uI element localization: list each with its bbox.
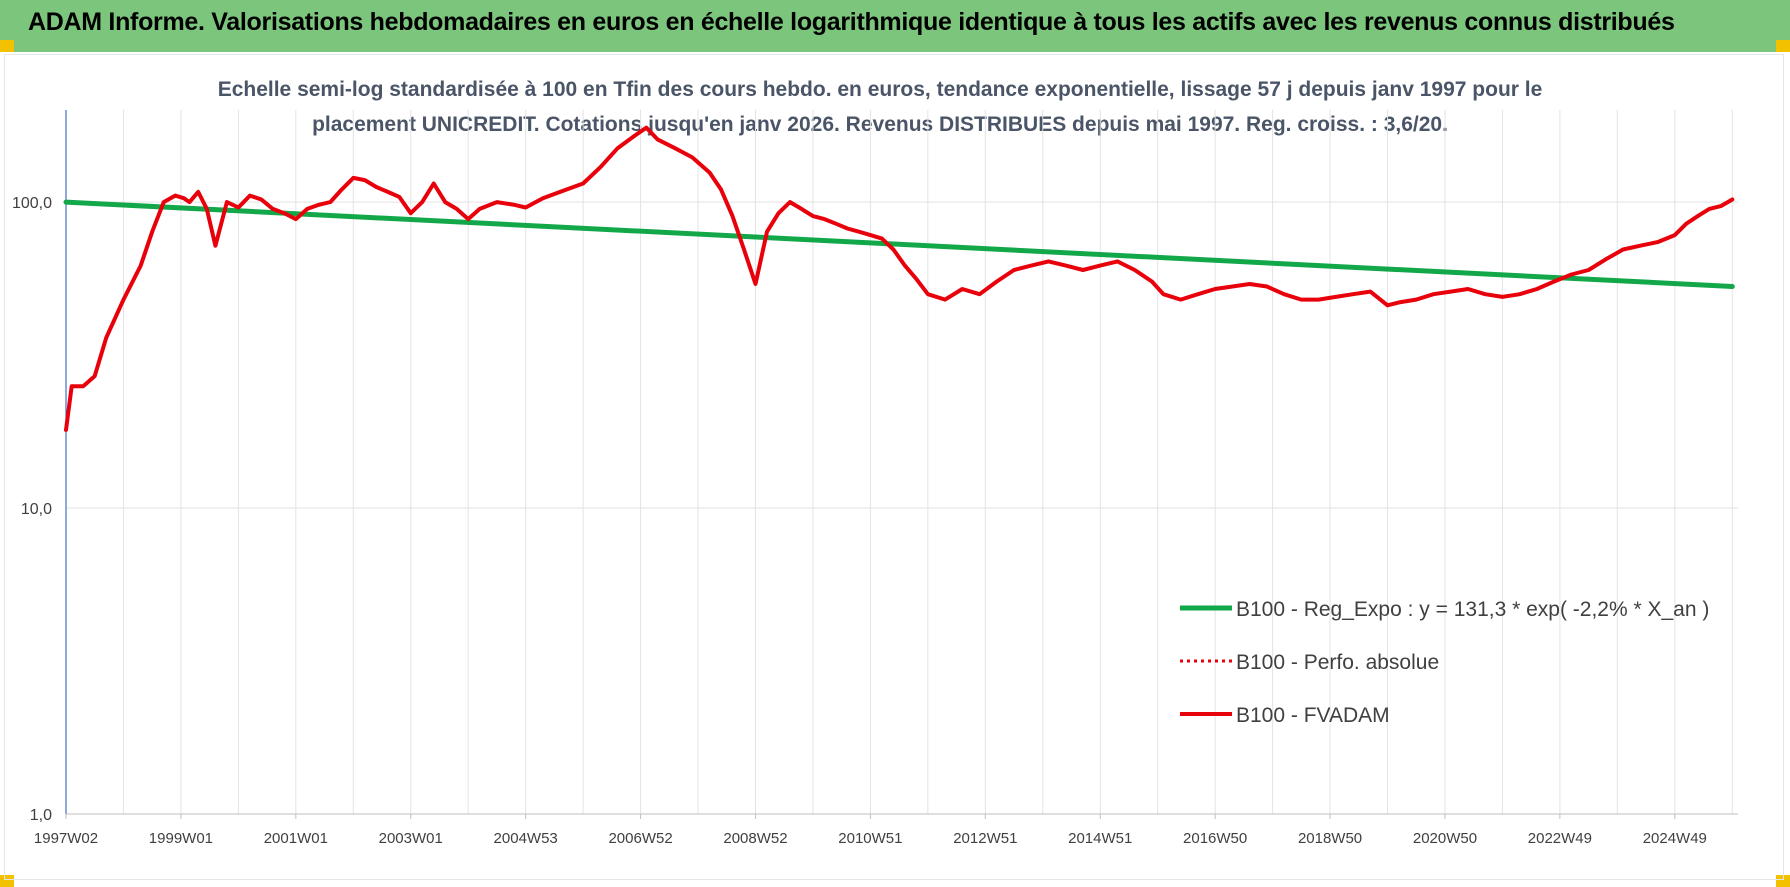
series-layer <box>63 125 1735 432</box>
x-tick-label: 2008W52 <box>723 830 787 847</box>
corner-marker-bottom-right <box>1776 875 1790 887</box>
chart-frame <box>4 54 1784 880</box>
x-tick-label: 2003W01 <box>379 830 443 847</box>
series-line-0 <box>63 199 1735 289</box>
legend-label-1: B100 - Perfo. absolue <box>1236 651 1439 674</box>
x-tick-label: 2020W50 <box>1413 830 1477 847</box>
x-tick-label: 1999W01 <box>149 830 213 847</box>
y-tick-label: 1,0 <box>30 807 52 824</box>
x-tick-label: 1997W02 <box>34 830 98 847</box>
axes <box>65 110 1738 815</box>
y-tick-label: 10,0 <box>21 501 52 518</box>
corner-marker-right <box>1776 40 1790 52</box>
chart-title-line-2: placement UNICREDIT. Cotations jusqu'en … <box>312 113 1448 136</box>
legend-label-2: B100 - FVADAM <box>1236 704 1390 727</box>
corner-marker-left <box>0 40 14 52</box>
x-tick-label: 2024W49 <box>1643 830 1707 847</box>
legend: B100 - Reg_Expo : y = 131,3 * exp( -2,2%… <box>1180 598 1709 727</box>
x-tick-label: 2016W50 <box>1183 830 1247 847</box>
banner-title: ADAM Informe. Valorisations hebdomadaire… <box>28 8 1675 36</box>
x-tick-label: 2006W52 <box>608 830 672 847</box>
x-tick-label: 2004W53 <box>494 830 558 847</box>
series-line-2 <box>64 125 1735 432</box>
corner-marker-bottom-left <box>0 875 14 887</box>
title-banner: ADAM Informe. Valorisations hebdomadaire… <box>0 0 1790 52</box>
chart-title-line-1: Echelle semi-log standardisée à 100 en T… <box>217 78 1543 101</box>
legend-label-0: B100 - Reg_Expo : y = 131,3 * exp( -2,2%… <box>1236 598 1709 621</box>
y-tick-label: 100,0 <box>12 195 52 212</box>
x-axis-ticks: 1997W02 1999W01 2001W01 2003W01 2004W53 2006W… <box>34 814 1707 847</box>
x-tick-label: 2022W49 <box>1528 830 1592 847</box>
x-tick-label: 2001W01 <box>264 830 328 847</box>
x-tick-label: 2014W51 <box>1068 830 1132 847</box>
x-tick-label: 2010W51 <box>838 830 902 847</box>
x-tick-label: 2018W50 <box>1298 830 1362 847</box>
x-tick-label: 2012W51 <box>953 830 1017 847</box>
y-axis-ticks: 1,0 10,0 100,0 <box>12 195 52 824</box>
